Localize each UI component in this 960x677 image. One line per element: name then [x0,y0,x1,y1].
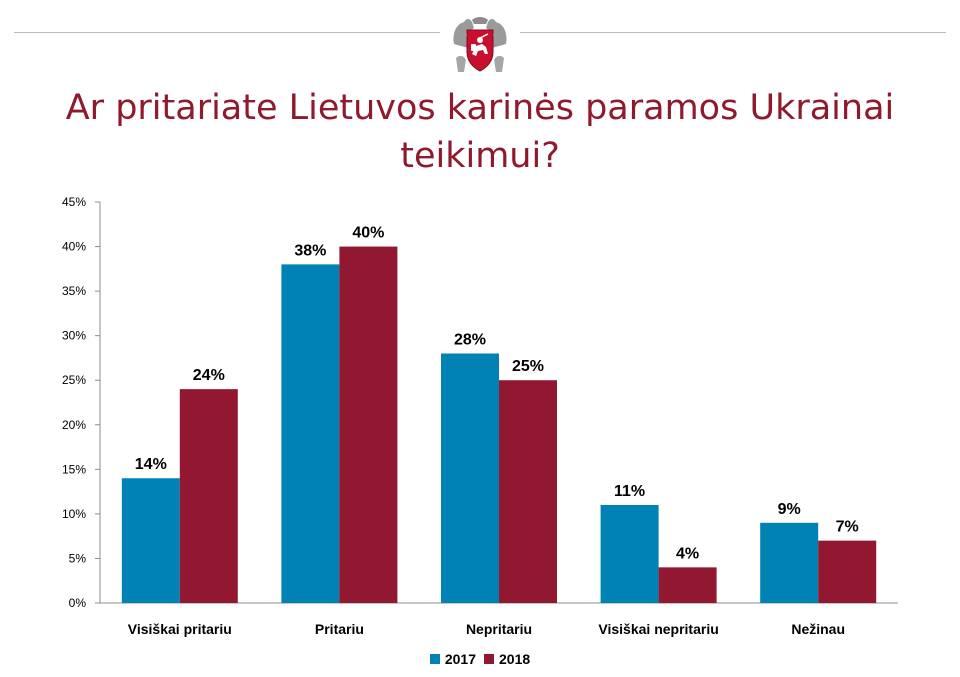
legend-swatch [484,654,494,664]
y-tick-label: 0% [69,596,87,610]
x-tick-label: Pritariu [315,621,364,637]
data-label: 9% [778,501,801,518]
y-tick-label: 40% [62,240,86,254]
bar-2017 [600,504,659,603]
legend-label: 2018 [499,651,531,667]
x-tick-label: Nežinau [791,621,845,637]
bar-2017 [281,264,340,603]
header-divider-right [520,32,946,33]
bar-2018 [658,567,717,603]
bar-2018 [818,540,877,603]
y-tick-label: 30% [62,329,86,343]
bar-2017 [121,478,180,603]
bar-2017 [441,353,499,603]
legend: 2017 2018 [0,651,960,667]
bars [121,246,877,604]
value-labels: 14% 24% 38% 40% 28% 25% 11% 4% 9% 7% [135,225,859,563]
header-divider-left [14,32,440,33]
lithuanian-coat-of-arms-icon [453,17,507,72]
data-label: 28% [454,331,486,348]
y-tick-label: 20% [62,418,86,432]
y-tick-label: 25% [62,373,86,387]
data-label: 7% [836,519,859,536]
bar-2018 [339,246,398,604]
data-label: 14% [135,456,167,473]
legend-label: 2017 [444,651,476,667]
data-label: 25% [512,358,544,375]
y-axis: 0% 5% 10% 15% 20% 25% 30% 35% 40% 45% [62,195,101,610]
legend-item-2017: 2017 [429,651,476,667]
y-tick-label: 15% [62,462,86,476]
y-tick-label: 5% [69,551,87,565]
data-label: 38% [294,242,326,259]
x-tick-label: Visiškai nepritariu [598,621,718,637]
y-tick-label: 45% [62,195,86,209]
data-label: 40% [352,225,384,242]
x-tick-label: Visiškai pritariu [128,621,232,637]
legend-swatch [429,654,440,664]
bar-2017 [760,522,819,603]
bar-2018 [499,380,557,603]
y-tick-label: 10% [62,507,86,521]
bar-2018 [179,389,238,603]
x-tick-label: Nepritariu [466,621,532,637]
data-label: 4% [676,545,699,562]
legend-item-2018: 2018 [484,651,530,667]
chart-title: Ar pritariate Lietuvos karinės paramos U… [65,88,895,176]
data-label: 11% [614,483,645,500]
y-tick-label: 35% [62,284,86,298]
data-label: 24% [193,367,225,384]
x-axis: Visiškai pritariu Pritariu Nepritariu Visiš… [100,602,898,637]
